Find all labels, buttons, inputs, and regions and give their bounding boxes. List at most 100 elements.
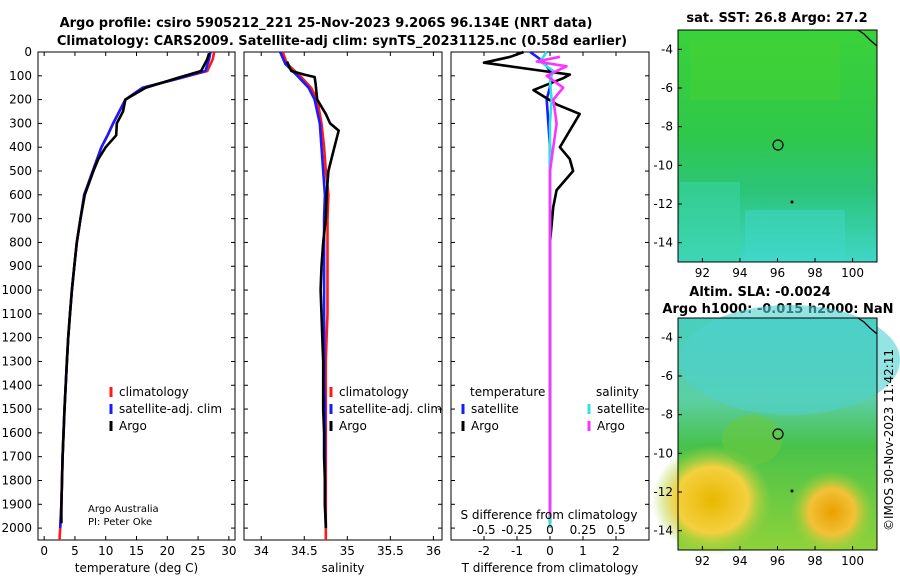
credit-org: Argo Australia	[88, 504, 159, 515]
credit-pi: PI: Peter Oke	[88, 517, 152, 528]
sla-warm-right	[790, 470, 874, 554]
diff-legend-title-temperature: temperature	[470, 385, 545, 399]
depth-tick-label: 200	[9, 93, 32, 107]
depth-tick-label: 1100	[1, 307, 32, 321]
sst-cool-patch	[680, 182, 740, 262]
differences-xlabel: T difference from climatology	[461, 561, 639, 575]
sla-map-ytick-label: -14	[653, 524, 673, 538]
temperature-xtick-label: 15	[129, 544, 144, 558]
sst-map: 92 94 96 98 100 -4 -6 -8 -10 -12 -14	[653, 29, 878, 280]
sla-map-title: Altim. SLA: -0.0024	[689, 285, 830, 300]
differences-series-t-argo	[482, 50, 582, 524]
differences-xtick-label: 1	[579, 544, 587, 558]
salinity-series-argo	[285, 60, 341, 529]
diff-legend-title-salinity: salinity	[596, 385, 639, 399]
sst-map-xtick-label: 96	[770, 266, 785, 280]
sst-map-xtick-label: 100	[841, 266, 864, 280]
depth-tick-label: 400	[9, 140, 32, 154]
sst-map-xtick-label: 98	[807, 266, 822, 280]
sla-map-ytick-label: -4	[661, 330, 673, 344]
sal-legend-0-label: climatology	[339, 385, 409, 399]
sla-map-xtick-label: 100	[841, 554, 864, 568]
sla-map-xtick-label: 96	[770, 554, 785, 568]
sla-warm-left	[652, 445, 772, 555]
sla-map-xtick-label: 94	[732, 554, 747, 568]
diff-xtick2-label: -0.5	[472, 523, 495, 537]
differences-series-t-satellite	[529, 50, 553, 505]
sst-map-ytick-label: -14	[653, 236, 673, 250]
temp-legend-1-label: satellite-adj. clim	[119, 402, 222, 416]
diff-legend-s-sat-label: satellite	[597, 402, 645, 416]
sst-axes: 92 94 96 98 100 -4 -6 -8 -10 -12 -14	[653, 42, 864, 280]
salinity-xtick-label: 35	[340, 544, 355, 558]
salinity-xtick-label: 34.5	[291, 544, 318, 558]
sla-map-xtick-label: 92	[695, 554, 710, 568]
credit-block: Argo Australia PI: Peter Oke	[88, 504, 159, 528]
salinity-xtick-label: 35.5	[377, 544, 404, 558]
diff-legend-s-argo-label: Argo	[597, 419, 625, 433]
temp-legend-2-label: Argo	[119, 419, 147, 433]
depth-tick-label: 0	[24, 45, 32, 59]
temperature-xtick-label: 0	[40, 544, 48, 558]
diff-xtick2-label: -0.25	[501, 523, 532, 537]
depth-tick-label: 700	[9, 212, 32, 226]
depth-tick-label: 1500	[1, 402, 32, 416]
temperature-xtick-label: 10	[98, 544, 113, 558]
depth-tick-label: 1600	[1, 426, 32, 440]
sst-map-xtick-label: 92	[695, 266, 710, 280]
differences-xtick-label: 0	[546, 544, 554, 558]
sla-map-ytick-label: -10	[653, 446, 673, 460]
differences-xtick-label: 2	[612, 544, 620, 558]
sla-argo-marker	[772, 428, 784, 440]
depth-tick-label: 1000	[1, 283, 32, 297]
sst-coastline	[857, 29, 878, 47]
depth-tick-label: 1800	[1, 473, 32, 487]
difference-panel: -2 -1 0 1 2 T difference from climatology -0.5…	[450, 50, 650, 575]
temperature-frame	[37, 51, 236, 541]
temperature-xlabel: temperature (deg C)	[75, 561, 198, 575]
depth-tick-label: 1400	[1, 378, 32, 392]
salinity-xtick-label: 36	[426, 544, 441, 558]
imos-stamp: ©IMOS 30-Nov-2023 11:42:11	[882, 349, 896, 531]
sst-map-ytick-label: -10	[653, 158, 673, 172]
sst-warm-patch	[690, 40, 840, 100]
depth-tick-label: 300	[9, 116, 32, 130]
sst-map-ytick-label: -4	[661, 42, 673, 56]
sst-map-ytick-label: -6	[661, 81, 673, 95]
diff-xlabel2: S difference from climatology	[461, 508, 638, 522]
sal-legend-2-label: Argo	[339, 419, 367, 433]
sla-green-tongue	[722, 415, 782, 465]
depth-tick-label: 2000	[1, 521, 32, 535]
temperature-series-argo	[60, 52, 211, 524]
diff-legend-t-sat-label: satellite	[471, 402, 519, 416]
figure-title-line2: Climatology: CARS2009. Satellite-adj cli…	[57, 34, 627, 49]
temperature-series-satellite-adj-clim	[58, 51, 212, 529]
depth-tick-label: 900	[9, 259, 32, 273]
figure-title-line1: Argo profile: csiro 5905212_221 25-Nov-2…	[60, 16, 593, 31]
salinity-xlabel: salinity	[321, 561, 364, 575]
sst-map-xtick-label: 94	[732, 266, 747, 280]
sla-coastline	[857, 317, 878, 335]
salinity-series-satellite-adj-clim	[279, 51, 328, 529]
depth-tick-label: 600	[9, 188, 32, 202]
depth-tick-label: 500	[9, 164, 32, 178]
depth-tick-label: 1700	[1, 450, 32, 464]
sla-teal-zone	[680, 305, 900, 415]
sla-island	[790, 489, 794, 493]
temperature-xtick-label: 5	[71, 544, 79, 558]
diff-xtick2-label: 0	[546, 523, 554, 537]
sal-legend-1-label: satellite-adj. clim	[339, 402, 442, 416]
sst-map-ytick-label: -12	[653, 197, 673, 211]
sst-cool-patch-2	[745, 210, 845, 262]
sla-map-ytick-label: -6	[661, 369, 673, 383]
depth-tick-label: 1900	[1, 497, 32, 511]
depth-tick-label: 1200	[1, 331, 32, 345]
salinity-panel: 34 34.5 35 35.5 36 salinity climatology satelli…	[243, 51, 443, 575]
sla-map: 92 94 96 98 100 -4 -6 -8 -10 -12 -14	[652, 305, 900, 568]
temp-legend-0-label: climatology	[119, 385, 189, 399]
sst-argo-marker	[772, 139, 784, 151]
sst-map-ytick-label: -8	[661, 120, 673, 134]
sla-map-ytick-label: -12	[653, 485, 673, 499]
diff-xtick2-label: 0.5	[606, 523, 625, 537]
sla-axes: 92 94 96 98 100 -4 -6 -8 -10 -12 -14	[653, 330, 864, 568]
